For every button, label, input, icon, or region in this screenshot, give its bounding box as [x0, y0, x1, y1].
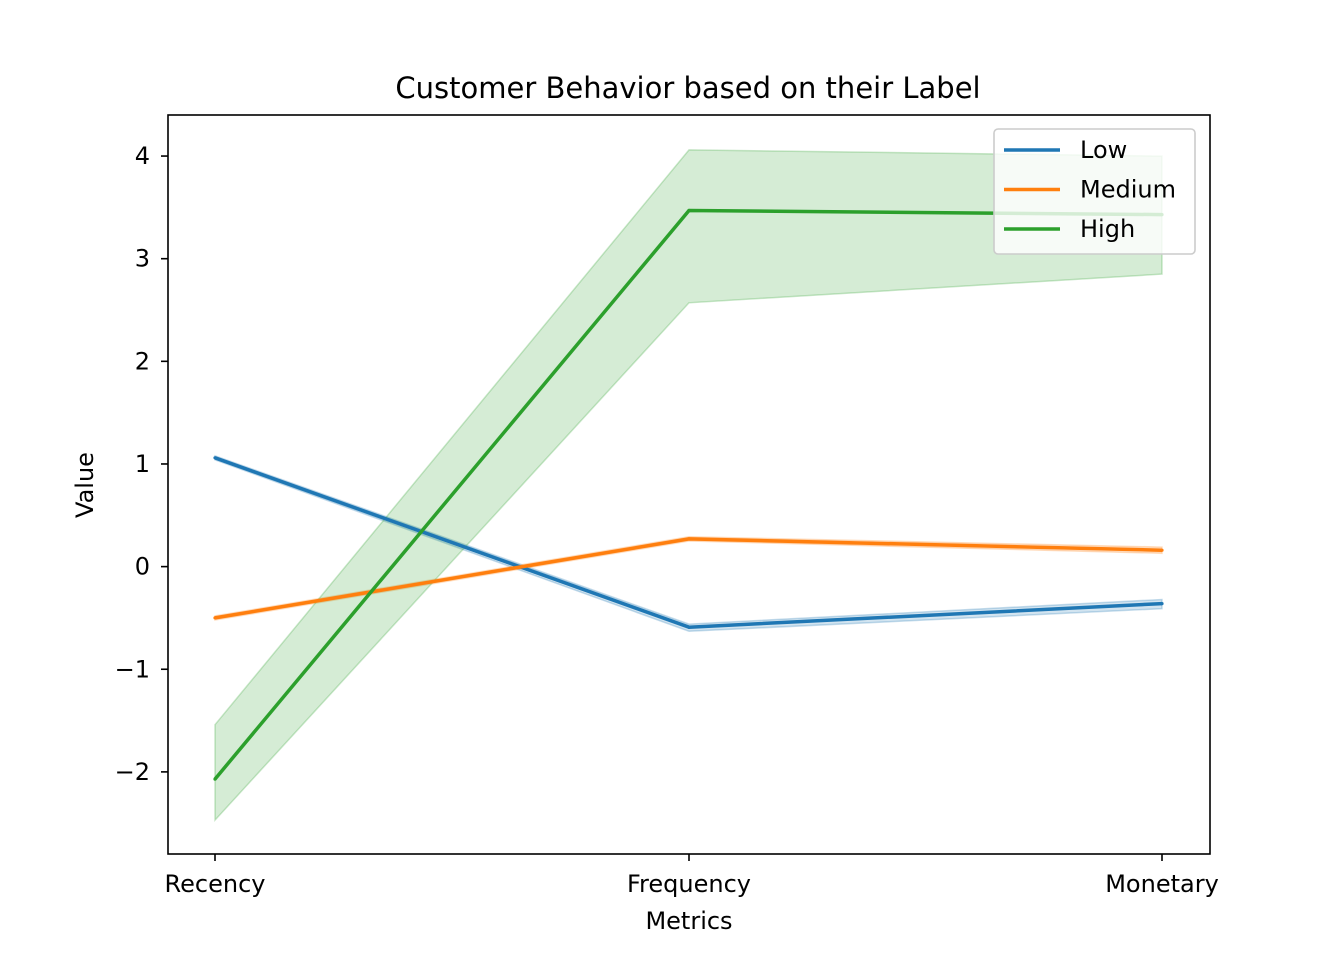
point-medium-frequency: [687, 537, 691, 541]
y-axis-label: Value: [71, 452, 99, 518]
y-tick-label: 0: [135, 553, 150, 581]
legend-label-low: Low: [1080, 136, 1127, 164]
point-high-recency: [213, 777, 217, 781]
band-medium: [214, 536, 1163, 621]
y-tick-label: −2: [115, 758, 150, 786]
point-high-frequency: [687, 208, 691, 213]
x-axis: Recency Frequency Monetary: [165, 854, 1219, 898]
y-tick-label: 1: [135, 450, 150, 478]
legend-box: [993, 128, 1196, 255]
point-medium-monetary: [1160, 548, 1164, 552]
point-medium-recency: [213, 616, 217, 620]
x-axis-label: Metrics: [645, 907, 732, 935]
y-tick-label: 3: [135, 245, 150, 273]
point-low-recency: [213, 456, 217, 460]
legend: Low Medium High: [993, 128, 1196, 255]
point-low-frequency: [687, 625, 691, 629]
y-tick-label: 2: [135, 347, 150, 375]
legend-label-medium: Medium: [1080, 176, 1176, 204]
x-tick-label: Frequency: [627, 870, 751, 898]
chart-title: Customer Behavior based on their Label: [395, 71, 980, 105]
y-axis: −2 −1 0 1 2 3 4: [115, 142, 168, 786]
band-low: [214, 454, 1163, 633]
x-tick-label: Recency: [165, 870, 266, 898]
x-tick-label: Monetary: [1105, 870, 1219, 898]
y-tick-label: 4: [135, 142, 150, 170]
point-low-monetary: [1160, 602, 1164, 606]
legend-label-high: High: [1080, 215, 1135, 243]
y-tick-label: −1: [115, 655, 150, 683]
